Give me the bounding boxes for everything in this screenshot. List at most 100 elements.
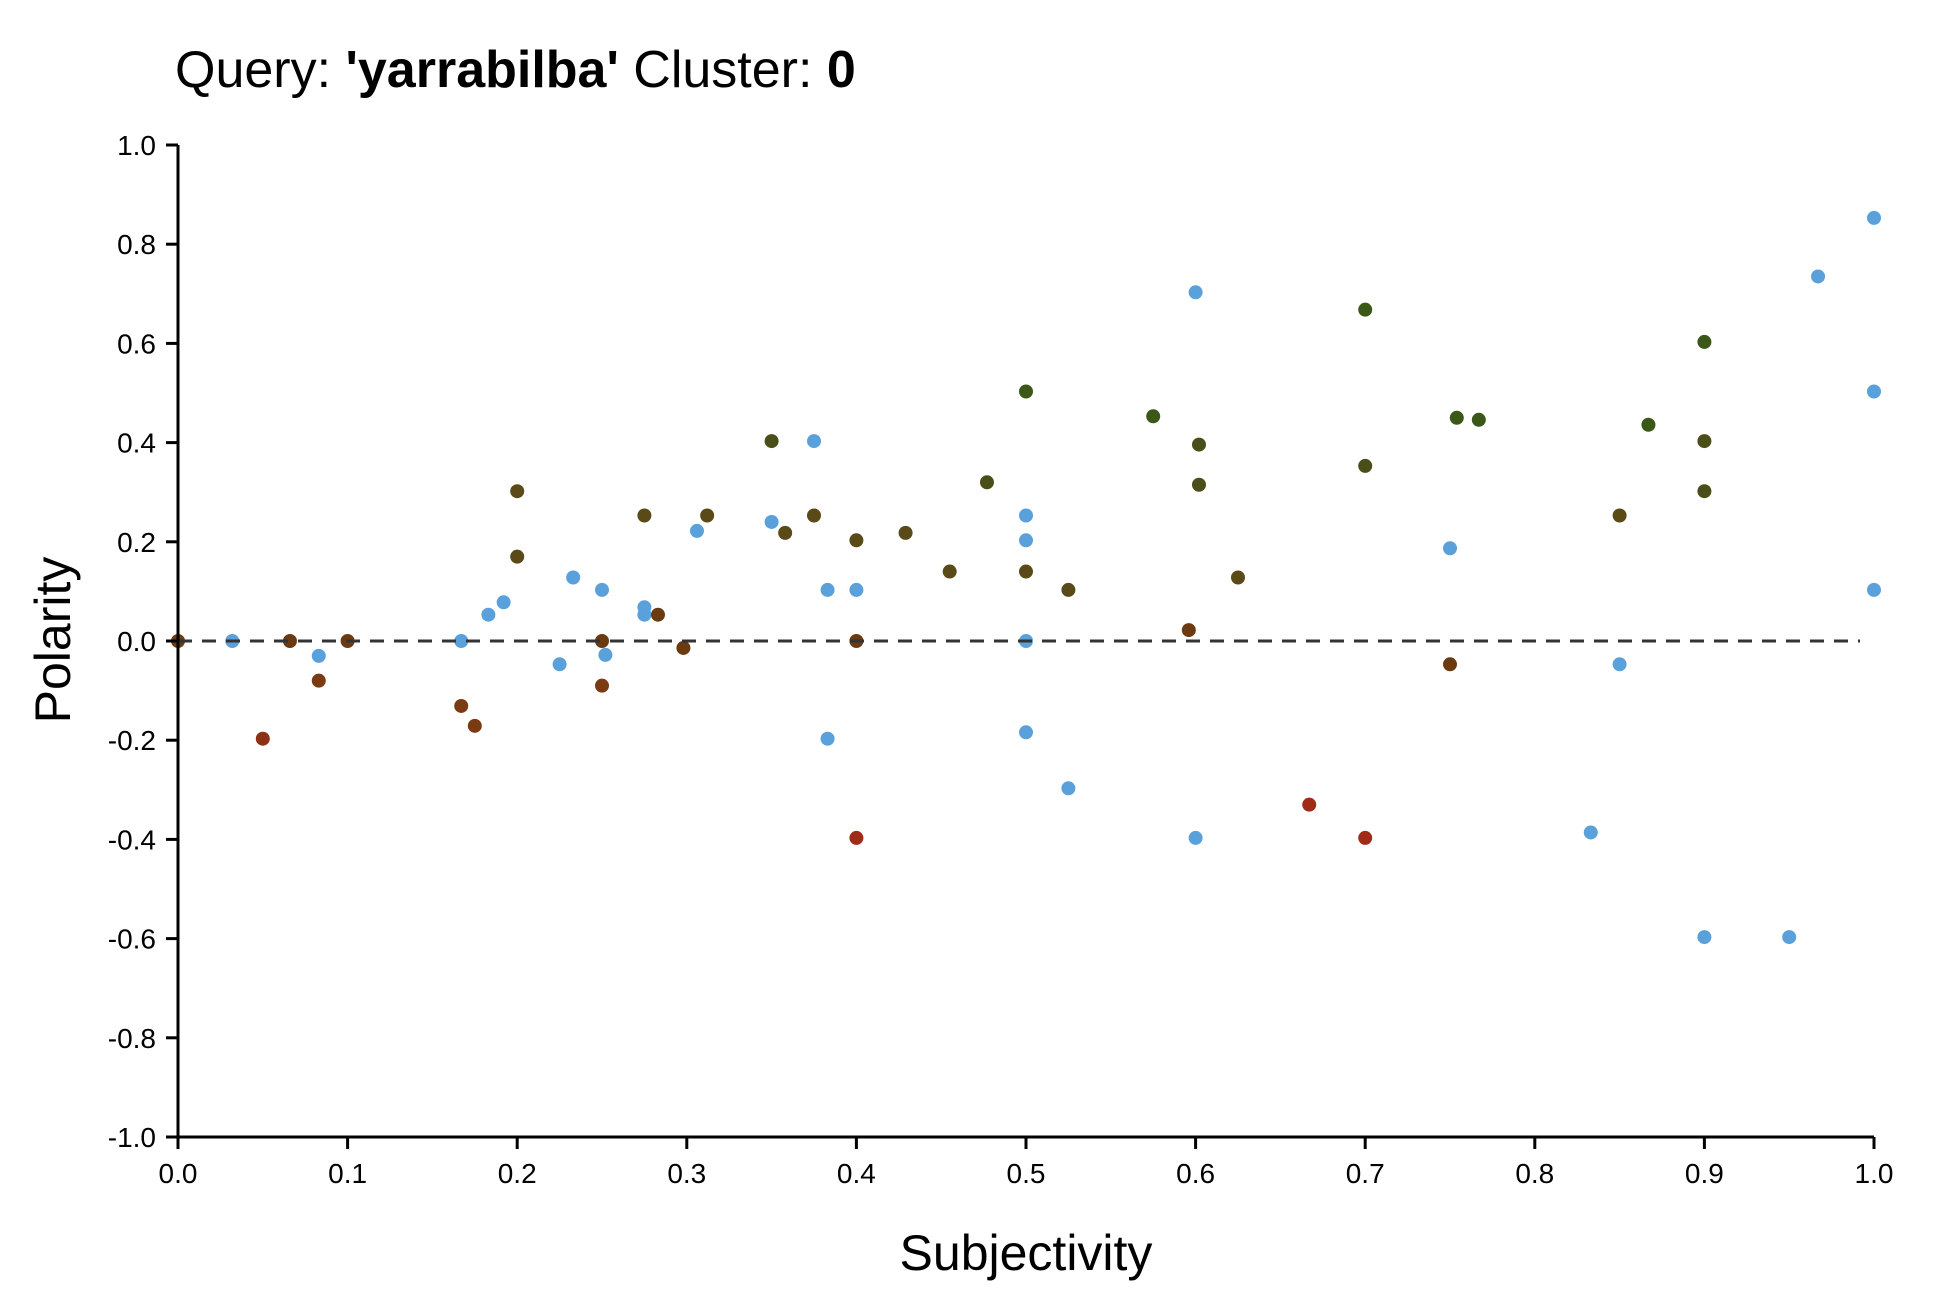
data-point <box>1358 458 1373 473</box>
data-point <box>676 640 691 655</box>
data-point <box>598 647 613 662</box>
x-tick-label: 0.6 <box>1176 1158 1215 1189</box>
data-point <box>1146 409 1161 424</box>
data-point <box>1231 570 1245 585</box>
data-point <box>454 698 469 713</box>
data-point <box>595 678 609 693</box>
data-point <box>1061 781 1076 796</box>
y-tick-label: -0.4 <box>108 824 156 855</box>
data-point <box>255 731 270 746</box>
data-point <box>1697 434 1712 449</box>
data-point <box>1181 623 1196 638</box>
data-point <box>1443 657 1457 672</box>
data-point <box>849 582 864 597</box>
data-point <box>1191 437 1206 452</box>
data-point <box>942 564 957 579</box>
data-point <box>1188 830 1203 845</box>
data-point <box>1697 334 1712 349</box>
data-point <box>807 434 821 449</box>
data-point <box>1697 930 1712 945</box>
data-point <box>552 657 567 672</box>
data-point <box>1019 564 1033 579</box>
data-point <box>764 514 779 529</box>
data-point <box>1019 533 1033 548</box>
data-point <box>1697 484 1712 499</box>
data-point <box>1641 417 1656 432</box>
data-point <box>1019 508 1033 523</box>
data-point <box>481 607 496 622</box>
data-point <box>689 523 704 538</box>
x-axis-title: Subjectivity <box>900 1225 1153 1281</box>
data-point <box>1449 410 1464 425</box>
data-point <box>311 648 326 663</box>
x-tick-label: 0.3 <box>667 1158 706 1189</box>
x-tick-label: 0.7 <box>1346 1158 1385 1189</box>
data-point <box>510 549 525 564</box>
data-point <box>1019 384 1033 399</box>
data-point <box>1782 930 1797 945</box>
data-point <box>467 718 482 733</box>
data-point <box>778 525 793 540</box>
data-point <box>282 634 297 648</box>
data-point <box>1612 508 1627 523</box>
data-point <box>1443 541 1457 556</box>
x-tick-label: 0.4 <box>837 1158 876 1189</box>
data-point <box>1471 412 1486 427</box>
data-point <box>595 582 609 597</box>
axes-layer: 0.0 0.1 0.2 0.3 0.4 0.5 0.6 0.7 0.8 0.9 1.0 1.0 0.8 0… <box>108 130 1894 1189</box>
data-point <box>1867 582 1881 597</box>
y-tick-label: 0.8 <box>117 229 156 260</box>
y-tick-label: -0.6 <box>108 924 156 955</box>
y-tick-label: 0.0 <box>117 626 156 657</box>
data-point <box>650 607 665 622</box>
data-point <box>595 634 609 648</box>
y-tick-label: 0.4 <box>117 428 156 459</box>
y-tick-label: 0.2 <box>117 527 156 558</box>
data-point <box>1811 269 1826 284</box>
y-tick-label: -1.0 <box>108 1122 156 1153</box>
data-point <box>1191 477 1206 492</box>
x-tick-label: 0.2 <box>498 1158 537 1189</box>
y-tick-label: 1.0 <box>117 130 156 161</box>
query-value: 'yarrabilba' <box>345 41 619 99</box>
data-point <box>1612 657 1627 672</box>
x-tick-label: 1.0 <box>1855 1158 1894 1189</box>
data-point <box>1867 384 1881 399</box>
cluster-value: 0 <box>826 41 856 99</box>
data-point <box>1358 830 1373 845</box>
y-axis-title: Polarity <box>25 557 81 724</box>
data-point <box>311 673 326 688</box>
data-point <box>700 508 715 523</box>
data-point <box>637 508 652 523</box>
data-point <box>1019 725 1033 740</box>
data-point <box>510 484 525 499</box>
data-point <box>637 607 652 622</box>
data-point <box>496 595 511 610</box>
x-tick-label: 0.0 <box>159 1158 198 1189</box>
data-point <box>1358 302 1373 317</box>
data-point <box>820 582 835 597</box>
data-point <box>849 830 864 845</box>
data-point <box>764 434 779 449</box>
x-tick-label: 0.8 <box>1515 1158 1554 1189</box>
data-point <box>849 533 864 548</box>
chart-title: Query: 'yarrabilba' Cluster: 0 <box>175 40 856 100</box>
data-point <box>1188 285 1203 300</box>
data-point <box>454 634 469 648</box>
points-layer <box>171 210 1881 945</box>
data-point <box>1583 825 1598 840</box>
y-tick-label: -0.8 <box>108 1023 156 1054</box>
x-tick-label: 0.1 <box>328 1158 367 1189</box>
data-point <box>820 731 835 746</box>
data-point <box>1867 210 1881 225</box>
query-label: Query: <box>175 41 332 99</box>
data-point <box>898 525 913 540</box>
y-tick-label: -0.2 <box>108 725 156 756</box>
cluster-label: Cluster: <box>633 41 813 99</box>
data-point <box>1302 797 1317 812</box>
y-tick-label: 0.6 <box>117 328 156 359</box>
x-tick-label: 0.5 <box>1007 1158 1046 1189</box>
data-point <box>1061 582 1076 597</box>
data-point <box>979 475 994 490</box>
